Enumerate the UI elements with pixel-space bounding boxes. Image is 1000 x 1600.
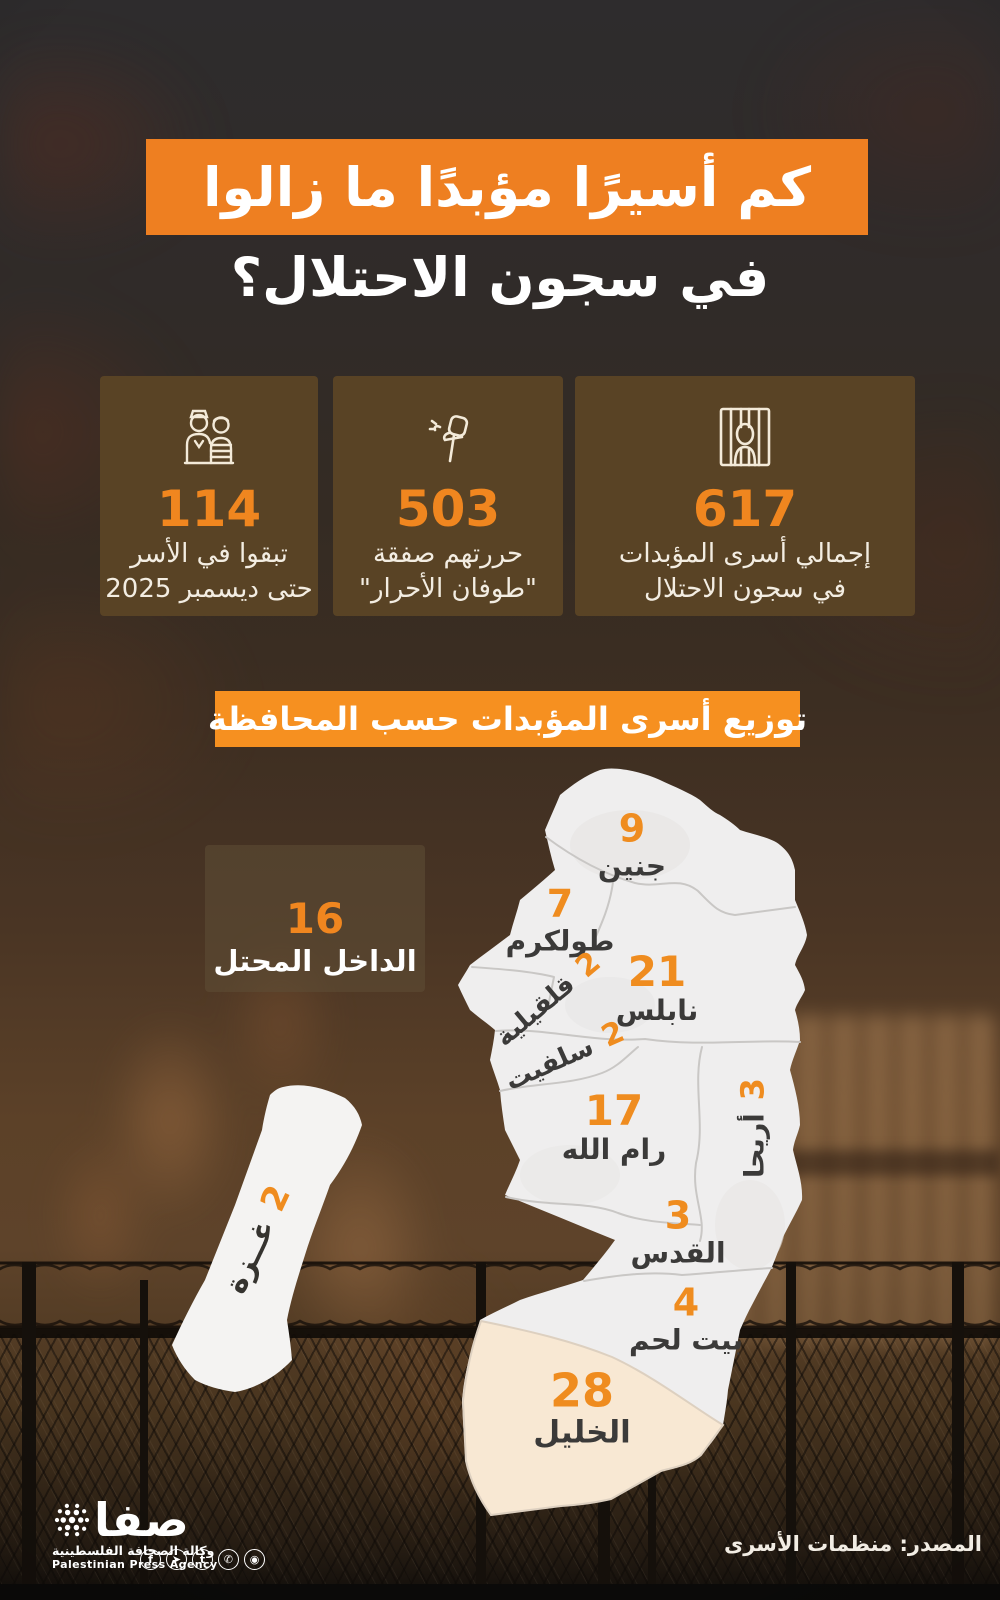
- tulkarm-name: طولكرم: [505, 924, 615, 958]
- jericho-name: أريحا: [739, 1113, 771, 1178]
- hebron-name: الخليل: [533, 1414, 631, 1451]
- hebron-region: [461, 1319, 725, 1517]
- map-label-hebron: 28 الخليل: [533, 1366, 631, 1451]
- map-label-jerusalem: 3 القدس: [630, 1193, 726, 1270]
- prisoner-behind-bars-icon: [709, 398, 781, 476]
- title-line2: في سجون الاحتلال؟: [230, 246, 770, 309]
- stat-remaining-caption1: تبقوا في الأسر: [130, 539, 288, 569]
- map-label-jericho: 3 أريحا: [733, 1078, 772, 1178]
- jenin-value: 9: [618, 806, 646, 851]
- stat-total-caption1: إجمالي أسرى المؤبدات: [618, 539, 872, 569]
- jericho-value: 3: [733, 1078, 772, 1101]
- ramallah-value: 17: [584, 1086, 644, 1136]
- stat-freed-caption1: حررتهم صفقة: [372, 539, 524, 569]
- title-line1: كم أسيرًا مؤبدًا ما زالوا: [203, 155, 811, 219]
- bethlehem-name: بيت لحم: [629, 1323, 743, 1357]
- broken-handcuff-fist-icon: [412, 398, 484, 476]
- inside-label: الداخل المحتل: [213, 944, 417, 978]
- source-credit: المصدر: منظمات الأسرى: [724, 1532, 982, 1556]
- tumblr-icon[interactable]: t: [192, 1549, 213, 1570]
- background-window-shadow: [760, 1150, 1000, 1176]
- fence-post: [786, 1262, 796, 1588]
- logo-wordmark: صفا: [94, 1493, 189, 1547]
- bethlehem-value: 4: [672, 1280, 700, 1325]
- whatsapp-icon[interactable]: ✆: [218, 1549, 239, 1570]
- facebook-icon[interactable]: f: [140, 1549, 161, 1570]
- nablus-value: 21: [627, 947, 687, 997]
- telegram-icon[interactable]: ➤: [166, 1549, 187, 1570]
- jerusalem-value: 3: [664, 1193, 692, 1238]
- map-label-nablus: 21 نابلس: [616, 950, 699, 1028]
- stat-total-value: 617: [692, 480, 798, 538]
- instagram-icon[interactable]: ◉: [244, 1549, 265, 1570]
- gaza-strip-shape: [172, 1085, 362, 1392]
- map-label-jenin: 9 جنين: [597, 806, 667, 883]
- stat-card-remaining: 114 تبقوا في الأسر حتى ديسمبر 2025: [100, 376, 318, 616]
- fence-post: [140, 1280, 148, 1588]
- stat-total-caption2: في سجون الاحتلال: [643, 574, 847, 605]
- stat-remaining-value: 114: [156, 480, 262, 538]
- soldier-prisoner-icon: [171, 398, 247, 476]
- ramallah-name: رام الله: [561, 1133, 667, 1167]
- stat-freed-caption2: "طوفان الأحرار": [359, 574, 538, 605]
- map-banner-text: توزيع أسرى المؤبدات حسب المحافظة: [207, 700, 808, 738]
- inside-value: 16: [285, 894, 345, 943]
- title-banner: كم أسيرًا مؤبدًا ما زالوا: [146, 139, 868, 235]
- map-label-tulkarm: 7 طولكرم: [505, 881, 615, 958]
- stat-card-total: 617 إجمالي أسرى المؤبدات في سجون الاحتلا…: [575, 376, 915, 616]
- bottom-black-strip: [0, 1584, 1000, 1600]
- tulkarm-value: 7: [546, 881, 574, 926]
- fence-post: [22, 1262, 36, 1588]
- fence-post: [952, 1262, 964, 1588]
- occupied-interior-box: 16 الداخل المحتل: [205, 845, 425, 992]
- stat-card-freed: 503 حررتهم صفقة "طوفان الأحرار": [333, 376, 563, 616]
- hebron-value: 28: [549, 1363, 614, 1418]
- nablus-name: نابلس: [615, 994, 699, 1028]
- west-bank-map: [458, 768, 807, 1517]
- map-label-bethlehem: 4 بيت لحم: [629, 1280, 743, 1357]
- social-icons-row: f ➤ t ✆ ◉: [140, 1549, 265, 1570]
- map-label-ramallah: 17 رام الله: [562, 1089, 667, 1167]
- stat-remaining-caption2: حتى ديسمبر 2025: [105, 574, 313, 605]
- stat-freed-value: 503: [395, 480, 501, 538]
- map-section-banner: توزيع أسرى المؤبدات حسب المحافظة: [208, 691, 807, 747]
- jenin-name: جنين: [597, 849, 667, 883]
- logo-dots-icon: [54, 1503, 90, 1537]
- jerusalem-name: القدس: [630, 1236, 726, 1270]
